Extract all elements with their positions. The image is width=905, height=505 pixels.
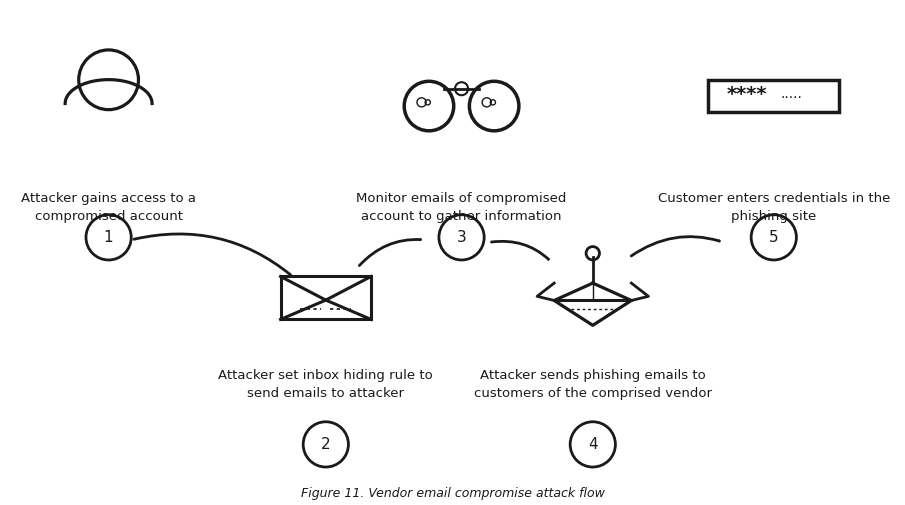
FancyArrowPatch shape (491, 241, 548, 259)
Text: Attacker set inbox hiding rule to
send emails to attacker: Attacker set inbox hiding rule to send e… (218, 369, 433, 399)
Text: 2: 2 (321, 437, 330, 452)
Text: Figure 11. Vendor email compromise attack flow: Figure 11. Vendor email compromise attac… (300, 487, 605, 500)
Text: 4: 4 (588, 437, 597, 452)
FancyArrowPatch shape (359, 239, 421, 266)
FancyArrowPatch shape (632, 237, 719, 256)
Text: .....: ..... (780, 87, 802, 102)
FancyArrowPatch shape (134, 234, 291, 275)
Text: ****: **** (727, 85, 767, 104)
Text: 3: 3 (457, 230, 466, 245)
Text: Customer enters credentials in the
phishing site: Customer enters credentials in the phish… (658, 192, 890, 223)
Text: Monitor emails of compromised
account to gather information: Monitor emails of compromised account to… (357, 192, 567, 223)
Text: Attacker sends phishing emails to
customers of the comprised vendor: Attacker sends phishing emails to custom… (474, 369, 711, 399)
Text: 5: 5 (769, 230, 778, 245)
Text: 1: 1 (104, 230, 113, 245)
Text: Attacker gains access to a
compromised account: Attacker gains access to a compromised a… (21, 192, 196, 223)
